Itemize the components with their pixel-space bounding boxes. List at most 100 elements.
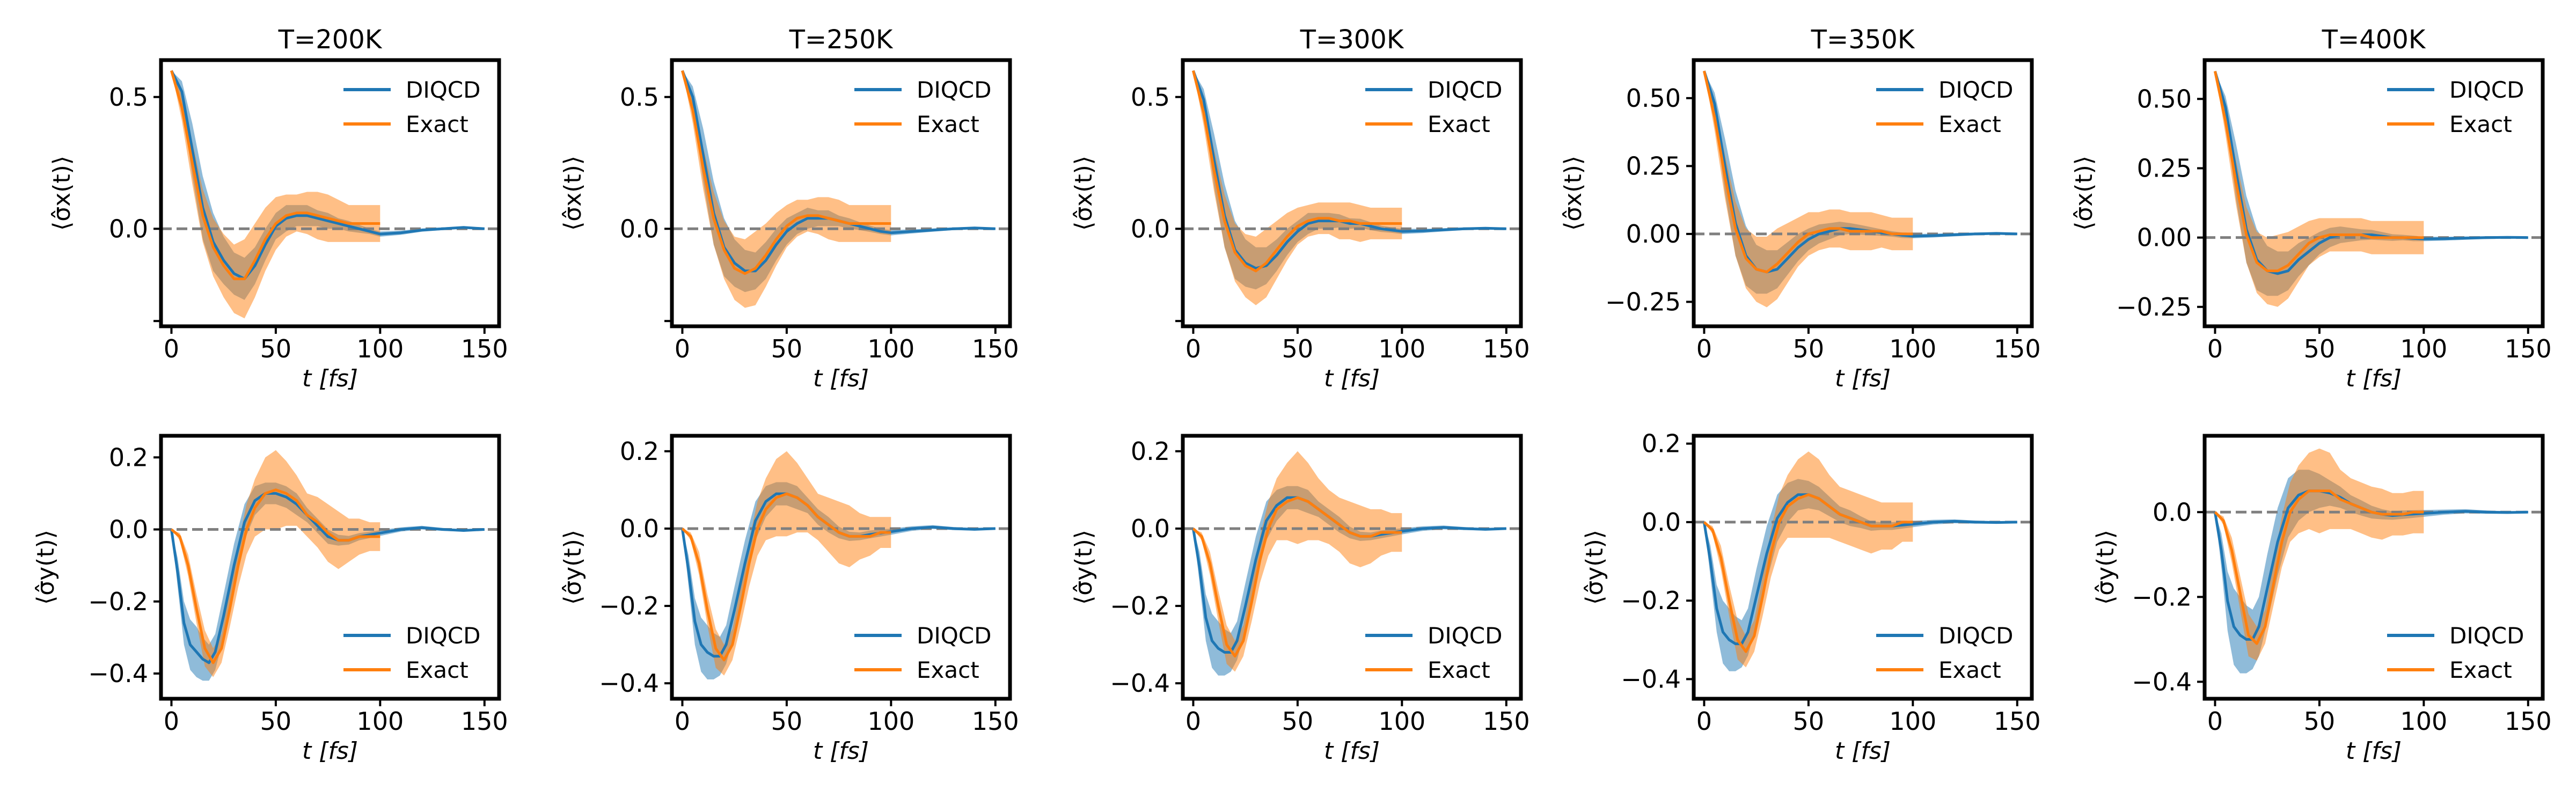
x-axis-label: t [fs] (2346, 365, 2402, 392)
exact-uncertainty-band (1193, 451, 1402, 672)
y-tick-label: 0.2 (1131, 437, 1170, 466)
legend: DIQCD Exact (854, 77, 991, 137)
x-tick-label: 0 (2207, 334, 2223, 363)
legend: DIQCD Exact (2387, 77, 2524, 137)
x-tick-label: 50 (1793, 707, 1825, 736)
x-tick-label: 100 (1889, 334, 1936, 363)
x-tick-label: 150 (2505, 707, 2552, 736)
y-tick-label: −0.2 (599, 591, 659, 620)
y-axis-label: ⟨σ̂x(t)⟩ (559, 156, 587, 231)
exact-line (170, 488, 380, 664)
y-tick-label: −0.4 (88, 659, 148, 688)
y-tick-label: −0.4 (1110, 669, 1170, 698)
diqcd-legend-label: DIQCD (2449, 623, 2524, 649)
panel-x-3: 0 50 100 150 0.5 0.0 t [fs] ⟨σ̂x(t)⟩ T=300K DIQCD… (1070, 25, 1530, 392)
legend: DIQCD Exact (2387, 623, 2524, 683)
axes-frame (1181, 58, 1523, 328)
axes-frame (2202, 434, 2545, 701)
exact-uncertainty-band (2215, 71, 2424, 307)
y-tick-label: −0.4 (2132, 667, 2192, 696)
y-axis-label: ⟨σ̂y(t)⟩ (32, 530, 60, 605)
x-tick-label: 100 (1378, 707, 1425, 736)
y-tick-label: −0.2 (2132, 582, 2192, 611)
plot-area (1694, 70, 2032, 308)
panel-y-1: 0 50 100 150 0.2 0.0 −0.2 −0.4 t [fs] ⟨σ̂y(t)⟩ DIQ… (32, 434, 508, 765)
x-tick-label: 50 (771, 707, 803, 736)
x-tick-label: 0 (1696, 334, 1712, 363)
plot-area (672, 451, 1010, 679)
x-tick-label: 50 (1793, 334, 1825, 363)
axes-frame (2202, 58, 2545, 328)
y-axis-label: ⟨σ̂y(t)⟩ (2092, 530, 2119, 605)
y-tick-label: 0.25 (1626, 151, 1681, 180)
x-tick-label: 0 (164, 334, 179, 363)
axes-frame (1181, 434, 1523, 701)
x-tick-label: 150 (461, 334, 508, 363)
exact-line (680, 70, 891, 275)
panel-title: T=400K (2322, 25, 2426, 55)
x-tick-label: 50 (2304, 334, 2336, 363)
axes-frame (670, 58, 1012, 328)
y-tick-label: 0.2 (109, 443, 148, 472)
exact-legend-label: Exact (1938, 111, 2001, 137)
legend: DIQCD Exact (1365, 623, 1502, 683)
plot-area (161, 70, 499, 319)
exact-line (2214, 489, 2424, 645)
x-axis-label: t [fs] (813, 365, 869, 392)
y-axis-label: ⟨σ̂x(t)⟩ (1070, 156, 1097, 231)
exact-legend-label: Exact (406, 657, 469, 683)
x-axis-label: t [fs] (302, 365, 358, 392)
diqcd-legend-label: DIQCD (1428, 623, 1502, 649)
diqcd-line (1192, 70, 1506, 270)
exact-uncertainty-band (1704, 71, 1913, 308)
panel-x-4: 0 50 100 150 0.50 0.25 0.00 −0.25 t [fs] ⟨σ̂x(t)⟩… (1560, 25, 2041, 392)
y-tick-label: 0.00 (2137, 223, 2192, 252)
x-tick-label: 150 (1994, 707, 2041, 736)
legend: DIQCD Exact (1365, 77, 1502, 137)
y-tick-label: 0.2 (620, 437, 659, 466)
plot-area (1694, 451, 2032, 671)
y-tick-label: 0.50 (1626, 84, 1681, 113)
y-tick-label: 0.50 (2137, 84, 2192, 113)
exact-uncertainty-band (682, 451, 891, 676)
x-tick-label: 150 (1483, 334, 1530, 363)
x-tick-label: 0 (675, 707, 690, 736)
y-tick-label: 0.0 (1131, 214, 1170, 243)
y-tick-label: 0.0 (620, 514, 659, 543)
plot-area (1183, 451, 1521, 676)
x-tick-label: 100 (356, 334, 404, 363)
plot-area (672, 70, 1010, 308)
x-tick-label: 100 (2400, 707, 2447, 736)
exact-line (1192, 496, 1402, 658)
x-tick-label: 0 (1696, 707, 1712, 736)
exact-legend-label: Exact (2449, 657, 2512, 683)
x-axis-label: t [fs] (813, 737, 869, 765)
diqcd-line (170, 70, 485, 281)
y-tick-label: 0.0 (620, 214, 659, 243)
exact-uncertainty-band (171, 450, 380, 677)
exact-line (1703, 493, 1913, 653)
x-tick-label: 50 (2304, 707, 2336, 736)
y-tick-label: 0.25 (2137, 154, 2192, 183)
exact-legend-label: Exact (406, 111, 469, 137)
x-tick-label: 150 (461, 707, 508, 736)
y-axis-label: ⟨σ̂y(t)⟩ (1581, 530, 1608, 605)
y-tick-label: −0.2 (1621, 586, 1681, 615)
x-tick-label: 50 (260, 334, 292, 363)
x-tick-label: 150 (1483, 707, 1530, 736)
diqcd-legend-label: DIQCD (917, 77, 991, 103)
plot-area (161, 450, 499, 681)
y-tick-label: 0.5 (620, 83, 659, 112)
panel-title: T=200K (278, 25, 383, 55)
x-axis-label: t [fs] (2346, 737, 2402, 765)
legend: DIQCD Exact (343, 623, 480, 683)
panel-x-5: 0 50 100 150 0.50 0.25 0.00 −0.25 t [fs] ⟨σ̂x(t)⟩… (2070, 25, 2552, 392)
exact-legend-label: Exact (1938, 657, 2001, 683)
diqcd-legend-label: DIQCD (1938, 623, 2013, 649)
legend: DIQCD Exact (854, 623, 991, 683)
diqcd-line (681, 70, 996, 273)
axes-frame (670, 434, 1012, 701)
axes-frame (1692, 58, 2034, 328)
y-tick-label: 0.5 (109, 83, 148, 112)
